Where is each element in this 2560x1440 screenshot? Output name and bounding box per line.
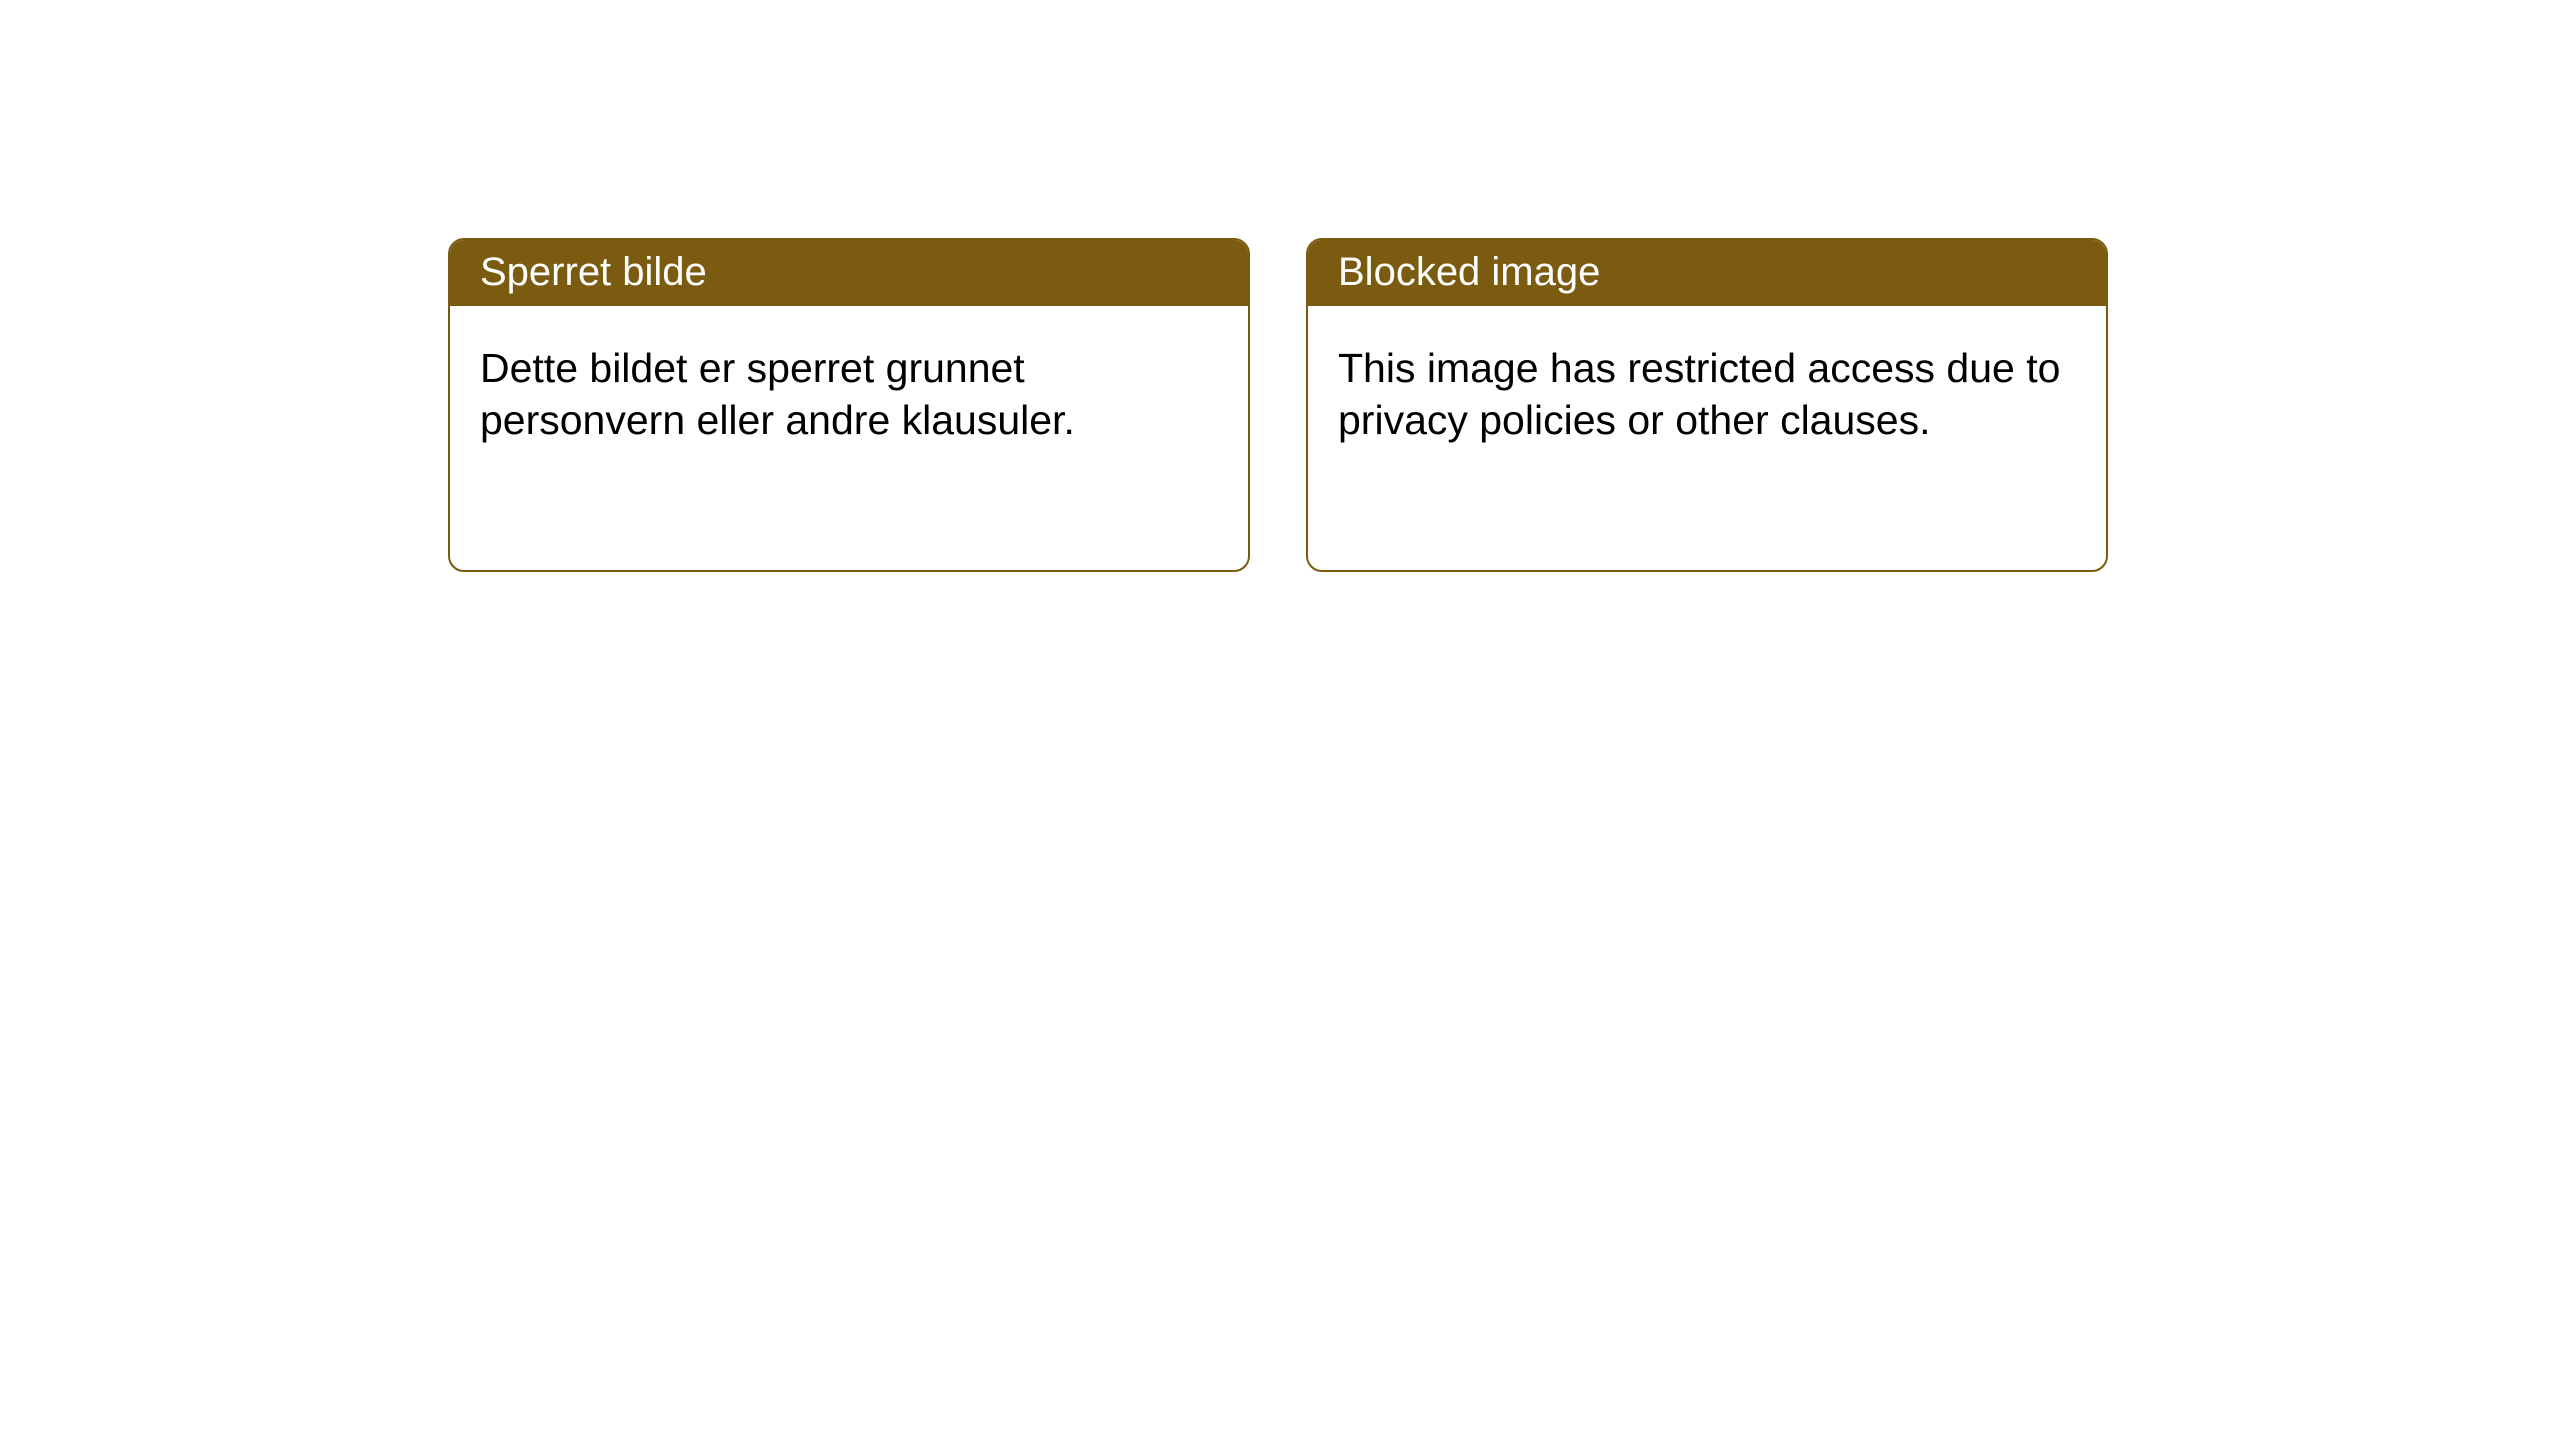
- card-body: Dette bildet er sperret grunnet personve…: [450, 306, 1248, 477]
- card-body: This image has restricted access due to …: [1308, 306, 2106, 477]
- blocked-image-card-english: Blocked image This image has restricted …: [1306, 238, 2108, 572]
- notice-cards-container: Sperret bilde Dette bildet er sperret gr…: [448, 238, 2560, 572]
- blocked-image-card-norwegian: Sperret bilde Dette bildet er sperret gr…: [448, 238, 1250, 572]
- card-title: Sperret bilde: [450, 240, 1248, 306]
- card-title: Blocked image: [1308, 240, 2106, 306]
